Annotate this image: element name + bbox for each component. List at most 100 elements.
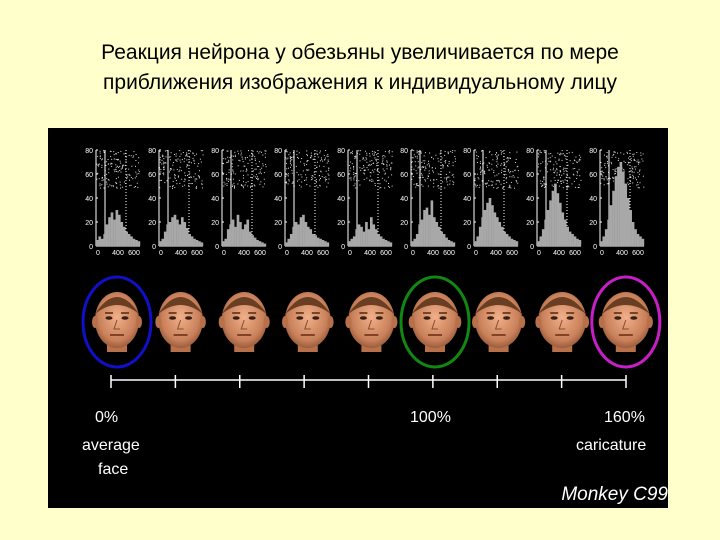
x-tick-label: 0 — [348, 250, 352, 257]
histogram-bar — [568, 231, 572, 246]
face-image-3 — [218, 292, 270, 352]
histogram-bar — [578, 240, 582, 246]
histogram-bar — [348, 241, 351, 246]
histogram-bar — [200, 242, 204, 246]
y-tick-label: 20 — [211, 220, 219, 227]
x-tick-label: 600 — [380, 250, 392, 257]
y-tick-label: 60 — [211, 172, 219, 179]
histogram-bar — [636, 234, 640, 246]
y-tick-label: 60 — [337, 172, 345, 179]
histogram-bar — [185, 228, 189, 246]
histogram-bar — [389, 242, 393, 246]
histogram-bar — [571, 234, 574, 246]
y-tick-label: 40 — [211, 196, 219, 203]
histogram-bar — [614, 176, 618, 246]
histogram-bar — [321, 240, 325, 246]
histogram-bar — [258, 241, 262, 246]
y-tick-label: 60 — [274, 172, 282, 179]
histogram-bar — [384, 240, 388, 246]
face-image-4 — [282, 292, 334, 352]
histogram-bar — [236, 214, 240, 246]
histogram-bar — [549, 200, 552, 246]
label-caricature: caricature — [576, 437, 647, 454]
histogram-bar — [503, 231, 506, 246]
histogram-bar — [110, 212, 114, 246]
y-tick-label: 60 — [85, 172, 93, 179]
histogram-bar — [244, 224, 247, 246]
x-tick-label: 400 — [553, 250, 565, 257]
histogram-bar — [115, 210, 119, 246]
y-tick-label: 20 — [337, 220, 345, 227]
y-tick-label: 80 — [400, 148, 408, 155]
histogram-bar — [246, 219, 250, 246]
x-tick-label: 600 — [317, 250, 329, 257]
histogram-bar — [163, 231, 167, 246]
x-tick-label: 400 — [616, 250, 628, 257]
face-image-8 — [535, 292, 590, 352]
histogram-bar — [478, 226, 482, 246]
histogram-panel-3: 80 60 40 20 00 400 600 — [211, 148, 267, 257]
histogram-bar — [624, 183, 628, 246]
histogram-bar — [430, 200, 434, 246]
histogram-bar — [125, 231, 128, 246]
histogram-bar — [483, 210, 487, 246]
histogram-bar — [261, 242, 264, 246]
x-tick-label: 0 — [159, 250, 163, 257]
label-160-percent: 160% — [604, 409, 645, 426]
histogram-bar — [113, 219, 116, 246]
y-tick-label: 60 — [400, 172, 408, 179]
histogram-panel-7: 80 60 40 20 00 400 600 — [463, 148, 519, 257]
highlight-ellipse — [81, 275, 153, 369]
histogram-bar — [365, 222, 368, 246]
histogram-bar — [500, 226, 504, 246]
y-tick-label: 20 — [274, 220, 282, 227]
histogram-bar — [561, 212, 565, 246]
x-tick-label: 0 — [96, 250, 100, 257]
histogram-bar — [311, 234, 315, 246]
y-tick-label: 0 — [152, 244, 156, 251]
histogram-bar — [474, 241, 477, 246]
histogram-bar — [307, 226, 310, 246]
histogram-bar — [387, 241, 390, 246]
histogram-bar — [294, 222, 298, 246]
histogram-bar — [541, 229, 545, 246]
histogram-bar — [619, 162, 623, 246]
x-tick-label: 0 — [285, 250, 289, 257]
y-tick-label: 60 — [463, 172, 471, 179]
histogram-panel-8: 80 60 40 20 00 400 600 — [526, 148, 582, 257]
y-tick-label: 60 — [526, 172, 534, 179]
label-0-percent: 0% — [95, 409, 119, 426]
histogram-bar — [423, 210, 426, 246]
y-tick-label: 40 — [337, 196, 345, 203]
histogram-panel-4: 80 60 40 20 00 400 600 — [274, 148, 330, 257]
histogram-bar — [289, 234, 293, 246]
histogram-bar — [105, 224, 109, 246]
histogram-bar — [515, 241, 519, 246]
histogram-bar — [374, 229, 378, 246]
y-tick-label: 80 — [85, 148, 93, 155]
x-tick-label: 600 — [191, 250, 203, 257]
highlight-ellipse — [399, 275, 471, 369]
slide-title: Реакция нейрона у обезьяны увеличивается… — [0, 38, 720, 98]
histogram-panel-9: 80 60 40 20 00 400 600 — [589, 148, 645, 257]
histogram-bar — [546, 210, 550, 246]
histogram-bar — [253, 237, 257, 246]
histogram-bar — [161, 238, 165, 246]
source-label: Monkey C99 — [561, 484, 668, 505]
spike-raster — [348, 150, 393, 189]
histogram-bar — [379, 236, 383, 246]
histogram-bar — [445, 237, 448, 246]
histogram-bar — [452, 242, 456, 246]
x-tick-label: 400 — [238, 250, 250, 257]
figure-panel: 80 60 40 20 0 0 400 600 80 60 40 20 0 0 400 600 80 60 40 20… — [48, 128, 668, 508]
histogram-bar — [411, 241, 414, 246]
histogram-bar — [450, 241, 453, 246]
histogram-bar — [505, 234, 509, 246]
histogram-bar — [355, 229, 358, 246]
histogram-bar — [222, 241, 225, 246]
histogram-bar — [183, 222, 187, 246]
histogram-bar — [573, 236, 577, 246]
histogram-bar — [554, 183, 557, 246]
histogram-bar — [168, 222, 172, 246]
histogram-bar — [256, 240, 259, 246]
